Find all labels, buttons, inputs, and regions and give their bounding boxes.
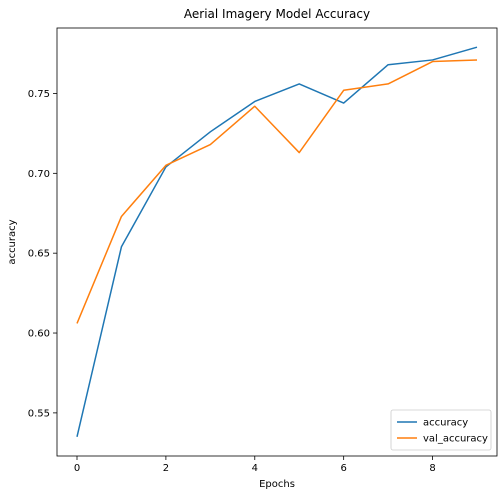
- y-tick-label: 0.60: [28, 329, 50, 340]
- plot-frame: [56, 27, 498, 457]
- y-axis-ticks: 0.55 0.60 0.65 0.70 0.75: [28, 89, 57, 419]
- chart-title: Aerial Imagery Model Accuracy: [184, 7, 370, 21]
- y-tick-label: 0.75: [28, 89, 50, 100]
- x-tick-label: 2: [163, 463, 169, 474]
- series-layer: [76, 46, 478, 438]
- legend-label: accuracy: [423, 418, 468, 429]
- x-tick-label: 8: [429, 463, 435, 474]
- x-axis-label: Epochs: [259, 479, 295, 490]
- y-tick-label: 0.70: [28, 169, 50, 180]
- x-tick-label: 6: [340, 463, 346, 474]
- x-axis-ticks: 0 2 4 6 8: [74, 456, 436, 474]
- y-axis-label: accuracy: [7, 219, 18, 264]
- x-tick-label: 4: [252, 463, 258, 474]
- series-line-val-accuracy: [76, 59, 478, 324]
- legend: accuracy val_accuracy: [390, 409, 492, 451]
- legend-box: [390, 409, 492, 451]
- legend-label: val_accuracy: [423, 434, 488, 445]
- series-line-accuracy: [76, 46, 478, 438]
- y-tick-label: 0.55: [28, 408, 50, 419]
- x-tick-label: 0: [74, 463, 80, 474]
- y-tick-label: 0.65: [28, 249, 50, 260]
